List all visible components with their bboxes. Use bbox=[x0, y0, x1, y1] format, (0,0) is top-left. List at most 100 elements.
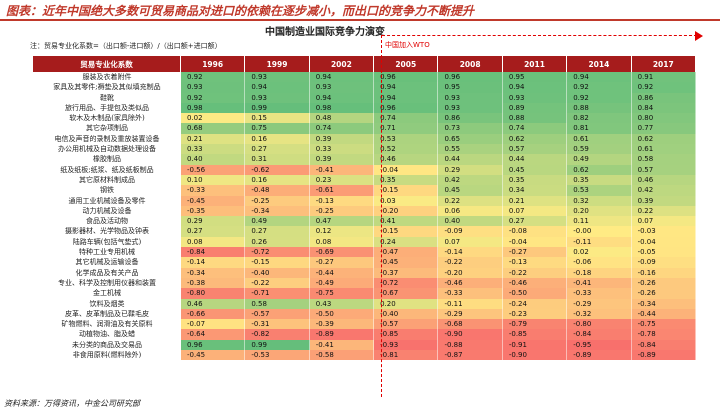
value-cell: 0.89 bbox=[502, 102, 568, 114]
value-cell: 0.93 bbox=[438, 92, 503, 103]
value-cell: 0.96 bbox=[374, 72, 439, 83]
value-cell: 0.52 bbox=[374, 144, 439, 155]
value-cell: 0.26 bbox=[245, 236, 310, 248]
table-row: 专业、科学及控制用仪器和装置 -0.38 -0.22 -0.49 -0.72 -0.46-… bbox=[33, 277, 696, 289]
value-cell: -0.11 bbox=[438, 298, 503, 309]
value-cell: -0.93 bbox=[374, 339, 439, 351]
value-cell: 0.94 bbox=[374, 92, 439, 103]
value-cell: -0.03 bbox=[631, 226, 696, 237]
value-cell: 0.53 bbox=[567, 185, 632, 196]
value-cell: -0.27 bbox=[502, 247, 568, 258]
row-label: 皮革、皮革制品及已鞣毛皮 bbox=[64, 309, 149, 318]
value-cell: 0.39 bbox=[309, 133, 375, 145]
row-label: 纸及纸板;纸浆、纸及纸板制品 bbox=[60, 165, 154, 174]
value-cell: 0.35 bbox=[567, 174, 632, 186]
value-cell: 0.20 bbox=[374, 298, 439, 309]
value-cell: -0.45 bbox=[374, 257, 439, 268]
value-cell: -0.32 bbox=[567, 308, 632, 320]
formula-note: 注：贸易专业化系数=（出口额-进口额）/（出口额+进口额） bbox=[30, 42, 222, 50]
value-cell: 0.41 bbox=[374, 216, 439, 227]
value-cell: -0.84 bbox=[567, 329, 632, 340]
value-cell: -0.07 bbox=[180, 319, 246, 330]
table-row: 家具及其零件;褥垫及其似填充制品 0.93 0.94 0.93 0.94 0.95 0.94… bbox=[33, 82, 696, 93]
value-cell: -0.75 bbox=[309, 288, 375, 299]
value-cell: -0.47 bbox=[374, 247, 439, 258]
value-cell: 0.92 bbox=[180, 92, 246, 103]
value-cell: 0.59 bbox=[567, 144, 632, 155]
value-cell: -0.46 bbox=[438, 277, 503, 289]
header-year: 2011 bbox=[503, 56, 568, 72]
title-divider bbox=[0, 19, 720, 21]
value-cell: 0.93 bbox=[180, 82, 246, 93]
row-label: 化学成品及有关产品 bbox=[75, 268, 139, 277]
value-cell: 0.42 bbox=[631, 185, 696, 196]
table-row: 矿物燃料、润滑油及有关原料 -0.07 -0.31 -0.39 -0.57 -0.68 -0… bbox=[33, 319, 696, 330]
value-cell: 0.35 bbox=[502, 174, 568, 186]
value-cell: 0.96 bbox=[374, 102, 439, 114]
value-cell: -0.29 bbox=[438, 308, 503, 320]
table-row: 化学成品及有关产品 -0.34 -0.40 -0.44 -0.37 -0.20 -0.22-… bbox=[33, 267, 696, 278]
value-cell: -0.13 bbox=[309, 195, 375, 206]
table-row: 动植物油、脂及蜡 -0.64 -0.82 -0.89 -0.85 -0.90 -0.85 -0… bbox=[33, 329, 696, 340]
header-year: 1999 bbox=[245, 56, 310, 72]
value-cell: 0.57 bbox=[631, 164, 696, 175]
value-cell: -0.50 bbox=[309, 308, 375, 320]
value-cell: -0.20 bbox=[438, 267, 503, 278]
value-cell: 0.42 bbox=[438, 174, 503, 186]
value-cell: -0.46 bbox=[502, 277, 568, 289]
value-cell: 0.88 bbox=[502, 113, 568, 124]
row-label: 钢铁 bbox=[99, 186, 114, 195]
value-cell: 0.74 bbox=[502, 123, 568, 134]
value-cell: -0.82 bbox=[245, 329, 310, 340]
value-cell: -0.90 bbox=[438, 329, 503, 340]
value-cell: 0.12 bbox=[309, 226, 375, 237]
value-cell: -0.38 bbox=[180, 277, 246, 289]
value-cell: -0.89 bbox=[309, 329, 375, 340]
value-cell: -0.09 bbox=[438, 226, 503, 237]
value-cell: 0.94 bbox=[245, 82, 310, 93]
value-cell: 0.99 bbox=[245, 339, 310, 351]
value-cell: 0.27 bbox=[502, 216, 568, 227]
value-cell: 0.32 bbox=[567, 195, 632, 206]
value-cell: 0.77 bbox=[631, 123, 696, 134]
table-row: 办公用机械及自动数据处理设备 0.33 0.27 0.33 0.52 0.55 0.57 0.… bbox=[33, 144, 696, 155]
value-cell: 0.45 bbox=[502, 164, 568, 175]
value-cell: -0.85 bbox=[502, 329, 568, 340]
value-cell: -0.34 bbox=[631, 298, 696, 309]
value-cell: 0.62 bbox=[631, 133, 696, 145]
value-cell: 0.23 bbox=[309, 174, 375, 186]
row-label: 其它机械及运输设备 bbox=[75, 258, 139, 267]
value-cell: -0.04 bbox=[631, 236, 696, 248]
value-cell: 0.31 bbox=[245, 154, 310, 165]
value-cell: 0.02 bbox=[567, 247, 632, 258]
value-cell: -0.40 bbox=[245, 267, 310, 278]
value-cell: -0.29 bbox=[567, 298, 632, 309]
value-cell: 0.33 bbox=[309, 144, 375, 155]
value-cell: -0.16 bbox=[631, 267, 696, 278]
value-cell: -0.18 bbox=[567, 267, 632, 278]
value-cell: -0.22 bbox=[438, 257, 503, 268]
value-cell: -0.89 bbox=[631, 350, 696, 361]
value-cell: 0.71 bbox=[374, 123, 439, 134]
value-cell: -0.50 bbox=[502, 288, 568, 299]
value-cell: -0.31 bbox=[245, 319, 310, 330]
table-row: 金工机械 -0.80 -0.71 -0.75 -0.67 -0.33 -0.50 -0.33-… bbox=[33, 288, 696, 299]
table-row: 陆路车辆(包括气垫式) 0.08 0.26 0.08 0.24 0.07 -0.04 -0.1… bbox=[33, 236, 696, 248]
table-row: 软木及木制品(家具除外) 0.02 0.15 0.48 0.74 0.86 0.88 0.82… bbox=[33, 113, 696, 124]
row-label: 鞋靴 bbox=[99, 93, 114, 102]
value-cell: 0.74 bbox=[374, 113, 439, 124]
value-cell: 0.68 bbox=[180, 123, 246, 134]
value-cell: 0.06 bbox=[438, 205, 503, 217]
value-cell: -0.87 bbox=[438, 350, 503, 361]
value-cell: 0.91 bbox=[631, 72, 696, 83]
value-cell: 0.58 bbox=[245, 298, 310, 309]
value-cell: 0.94 bbox=[567, 72, 632, 83]
header-year: 2005 bbox=[374, 56, 439, 72]
header-year: 2008 bbox=[438, 56, 503, 72]
value-cell: 0.47 bbox=[309, 216, 375, 227]
value-cell: -0.90 bbox=[502, 350, 568, 361]
value-cell: 0.96 bbox=[180, 339, 246, 351]
value-cell: 0.75 bbox=[245, 123, 310, 134]
value-cell: -0.22 bbox=[245, 277, 310, 289]
value-cell: -0.84 bbox=[631, 339, 696, 351]
